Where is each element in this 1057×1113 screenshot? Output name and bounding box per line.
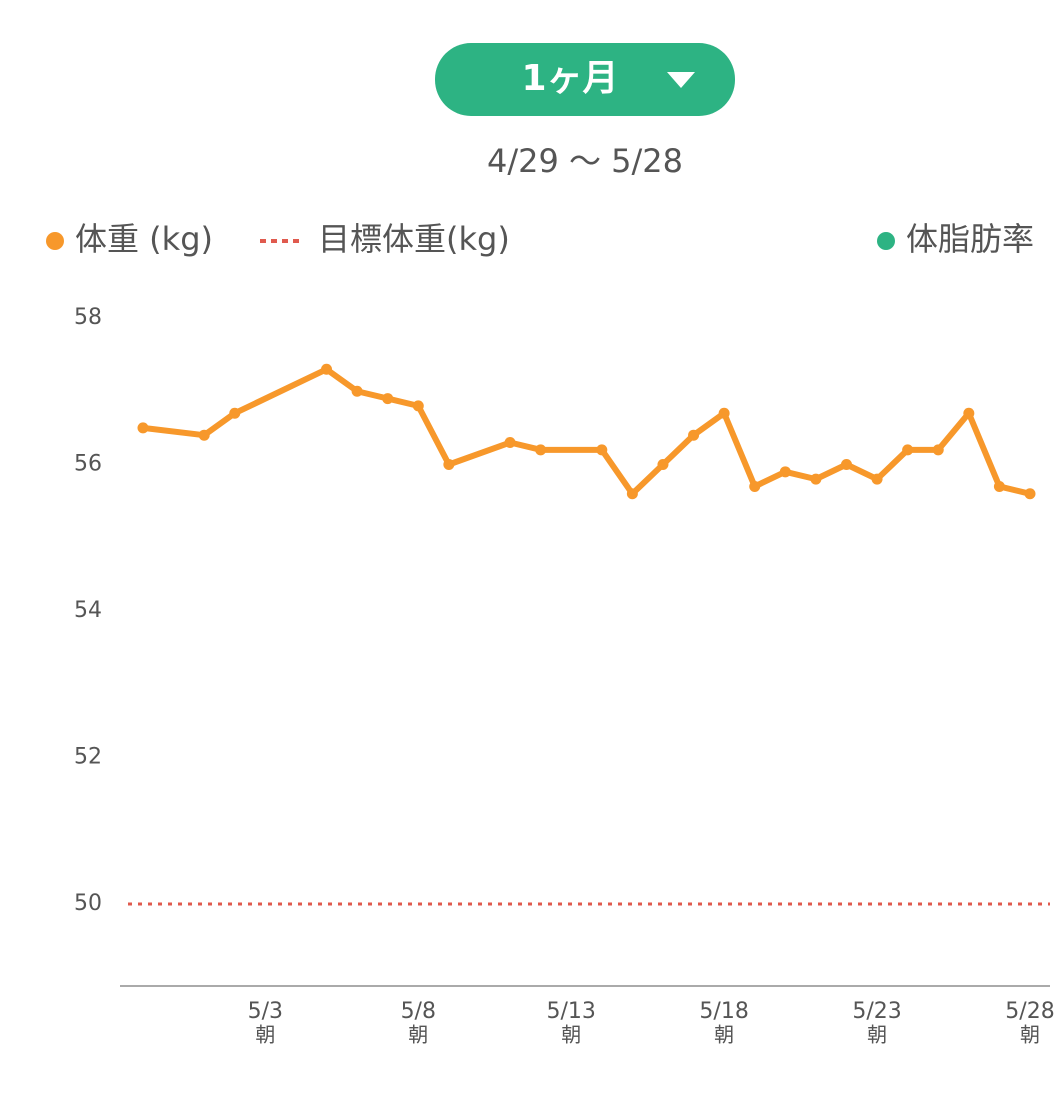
button-bg[interactable] (435, 43, 735, 116)
weight-point (779, 466, 791, 478)
weight-point (749, 480, 761, 492)
weight-point (351, 385, 363, 397)
weight-point (932, 444, 944, 456)
weight-point (810, 473, 822, 485)
x-tick-label: 5/13 (547, 999, 596, 1024)
x-tick-label: 5/28 (1005, 999, 1054, 1024)
y-tick-label: 54 (74, 598, 102, 623)
x-tick-sublabel: 朝 (255, 1023, 275, 1047)
weight-point (902, 444, 914, 456)
weight-point (993, 480, 1005, 492)
weight-line (142, 366, 1031, 497)
y-tick-label: 58 (74, 305, 102, 330)
weight-point (596, 444, 608, 456)
y-tick-label: 56 (74, 451, 102, 476)
weight-point (198, 429, 210, 441)
x-tick-sublabel: 朝 (714, 1023, 734, 1047)
weight-point (504, 437, 516, 449)
x-tick-sublabel: 朝 (408, 1023, 428, 1047)
weight-point (871, 473, 883, 485)
weight-point (412, 400, 424, 412)
y-tick-label: 52 (74, 744, 102, 769)
weight-point (963, 407, 975, 419)
button-label[interactable]: 1ヶ月 (521, 58, 618, 99)
weight-point (443, 458, 455, 470)
weight-point (229, 407, 241, 419)
x-tick-label: 5/8 (401, 999, 436, 1024)
x-tick-sublabel: 朝 (867, 1023, 887, 1047)
weight-point (137, 422, 149, 434)
weight-point (657, 458, 669, 470)
weight-point (382, 393, 394, 405)
legend-dot (46, 232, 64, 250)
y-tick-label: 50 (74, 891, 102, 916)
legend-label: 体脂肪率 (906, 220, 1034, 258)
weight-point (718, 407, 730, 419)
weight-point (535, 444, 547, 456)
period-button[interactable]: 1ヶ月 (435, 43, 735, 116)
x-tick-sublabel: 朝 (561, 1023, 581, 1047)
dropdown-arrow[interactable] (667, 72, 695, 88)
weight-point (626, 488, 638, 500)
x-tick-label: 5/3 (248, 999, 283, 1024)
weight-point (840, 458, 852, 470)
x-tick-sublabel: 朝 (1020, 1023, 1040, 1047)
legend-label: 体重 (kg) (75, 220, 213, 258)
legend-dot (877, 232, 895, 250)
x-tick-label: 5/23 (852, 999, 901, 1024)
weight-point (321, 363, 333, 375)
legend-label: 目標体重(kg) (318, 220, 510, 258)
weight-point (688, 429, 700, 441)
weight-point (1024, 488, 1036, 500)
x-tick-label: 5/18 (699, 999, 748, 1024)
date-range: 4/29 ～ 5/28 (487, 142, 683, 180)
